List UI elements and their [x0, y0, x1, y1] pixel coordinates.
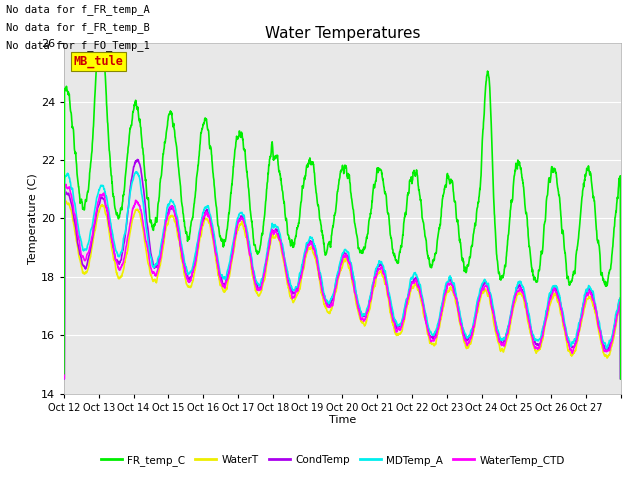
- CondTemp: [116, 260, 124, 266]
- CondTemp: [510, 296, 518, 302]
- WaterTemp_CTD: [609, 333, 617, 339]
- X-axis label: Time: Time: [329, 415, 356, 425]
- WaterT: [376, 269, 384, 275]
- WaterTemp_CTD: [510, 298, 518, 304]
- WaterTemp_CTD: [60, 376, 68, 382]
- WaterT: [510, 302, 518, 308]
- FR_temp_C: [116, 211, 124, 217]
- CondTemp: [609, 330, 617, 336]
- Text: No data for f_FR_temp_A: No data for f_FR_temp_A: [6, 4, 150, 15]
- Text: No data for f_FO_Temp_1: No data for f_FO_Temp_1: [6, 40, 150, 51]
- WaterT: [116, 276, 124, 281]
- Line: WaterTemp_CTD: WaterTemp_CTD: [64, 184, 621, 379]
- FR_temp_C: [93, 55, 101, 60]
- Line: WaterT: WaterT: [64, 201, 621, 379]
- WaterTemp_CTD: [236, 217, 244, 223]
- MDTemp_A: [236, 210, 244, 216]
- MDTemp_A: [510, 293, 518, 299]
- WaterTemp_CTD: [62, 181, 70, 187]
- CondTemp: [542, 316, 550, 322]
- CondTemp: [617, 376, 625, 382]
- Line: MDTemp_A: MDTemp_A: [64, 172, 621, 379]
- CondTemp: [60, 376, 68, 382]
- Text: No data for f_FR_temp_B: No data for f_FR_temp_B: [6, 22, 150, 33]
- CondTemp: [236, 216, 244, 221]
- FR_temp_C: [376, 167, 384, 172]
- Text: MB_tule: MB_tule: [74, 55, 124, 68]
- MDTemp_A: [542, 312, 550, 318]
- FR_temp_C: [542, 213, 550, 219]
- MDTemp_A: [116, 253, 124, 259]
- MDTemp_A: [609, 328, 617, 334]
- WaterTemp_CTD: [376, 266, 384, 272]
- FR_temp_C: [617, 376, 625, 382]
- FR_temp_C: [609, 239, 617, 244]
- FR_temp_C: [236, 131, 244, 136]
- FR_temp_C: [510, 173, 518, 179]
- MDTemp_A: [617, 376, 625, 382]
- Legend: FR_temp_C, WaterT, CondTemp, MDTemp_A, WaterTemp_CTD: FR_temp_C, WaterT, CondTemp, MDTemp_A, W…: [97, 451, 569, 470]
- Y-axis label: Temperature (C): Temperature (C): [28, 173, 38, 264]
- WaterTemp_CTD: [542, 318, 550, 324]
- WaterT: [609, 338, 617, 344]
- WaterT: [542, 320, 550, 325]
- WaterTemp_CTD: [617, 376, 625, 382]
- WaterTemp_CTD: [116, 267, 124, 273]
- CondTemp: [376, 263, 384, 268]
- MDTemp_A: [376, 259, 384, 265]
- Title: Water Temperatures: Water Temperatures: [265, 25, 420, 41]
- WaterT: [60, 376, 68, 382]
- MDTemp_A: [60, 376, 68, 382]
- Line: CondTemp: CondTemp: [64, 159, 621, 379]
- WaterT: [62, 198, 70, 204]
- FR_temp_C: [60, 371, 68, 376]
- MDTemp_A: [132, 169, 140, 175]
- WaterT: [236, 222, 244, 228]
- Line: FR_temp_C: FR_temp_C: [64, 58, 621, 379]
- CondTemp: [134, 156, 141, 162]
- WaterT: [617, 376, 625, 382]
